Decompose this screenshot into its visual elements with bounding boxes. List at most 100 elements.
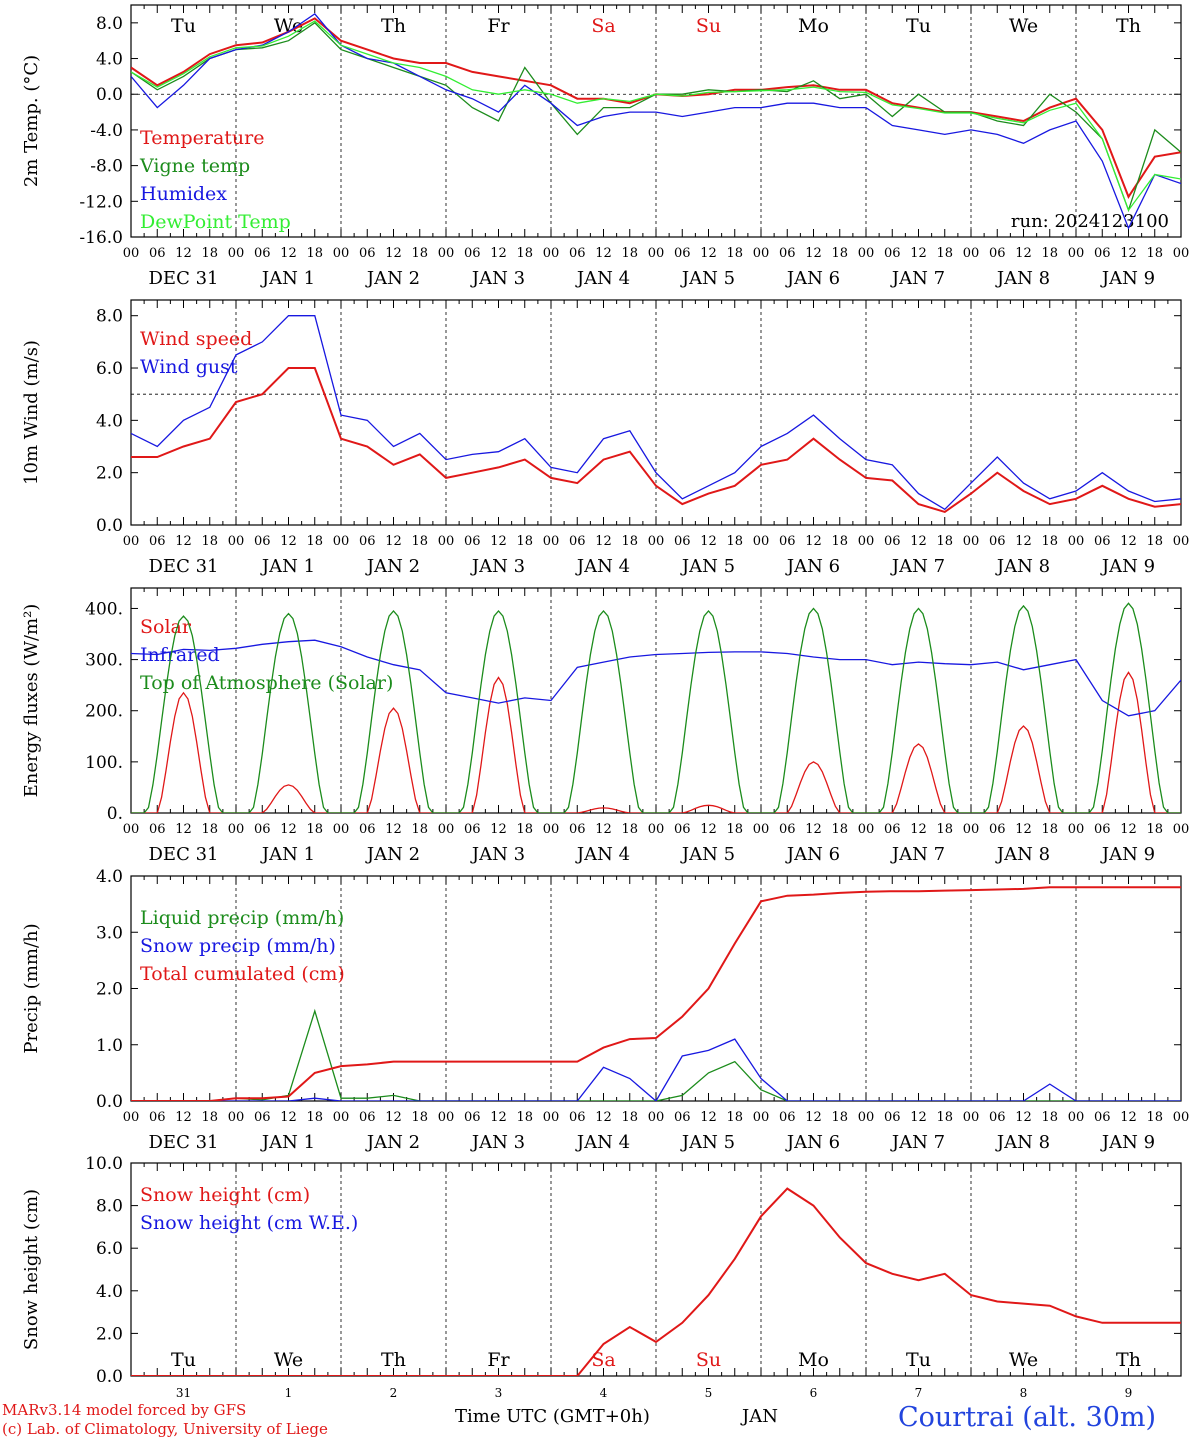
hour-tick-label: 00 (543, 822, 560, 837)
hour-tick-label: 12 (1120, 1110, 1137, 1125)
hour-tick-label: 06 (1094, 534, 1111, 549)
series-line (131, 602, 1181, 813)
y-axis-title: Snow height (cm) (21, 1189, 42, 1350)
date-label: JAN 6 (785, 556, 840, 577)
model-credit: MARv3.14 model forced by GFS (2, 1401, 247, 1419)
series-line (131, 20, 1181, 212)
hour-tick-label: 06 (149, 246, 166, 261)
hour-tick-label: 12 (175, 246, 192, 261)
hour-tick-label: 00 (648, 822, 665, 837)
y-axis-title: Energy fluxes (W/m²) (21, 604, 42, 798)
hour-tick-label: 00 (963, 822, 980, 837)
date-label: JAN 6 (785, 1132, 840, 1153)
hour-tick-label: 18 (831, 1110, 848, 1125)
series-line (131, 367, 1181, 513)
hour-tick-label: 18 (306, 246, 323, 261)
weekday-label: Th (381, 1349, 406, 1371)
hour-tick-label: 00 (648, 534, 665, 549)
hour-tick-label: 18 (936, 246, 953, 261)
legend-entry: Temperature (140, 127, 264, 149)
legend-entry: Top of Atmosphere (Solar) (140, 672, 393, 694)
hour-tick-label: 12 (490, 822, 507, 837)
date-label: JAN 3 (470, 268, 525, 289)
time-axis-label: Time UTC (GMT+0h) (455, 1406, 650, 1427)
hour-tick-label: 06 (884, 1110, 901, 1125)
hour-tick-label: 12 (1120, 534, 1137, 549)
hour-tick-label: 12 (700, 246, 717, 261)
hour-tick-label: 18 (621, 246, 638, 261)
hour-tick-label: 00 (753, 534, 770, 549)
hour-tick-label: 18 (621, 534, 638, 549)
hour-tick-label: 12 (595, 1110, 612, 1125)
weekday-label: Th (1116, 15, 1141, 37)
date-label: JAN 5 (680, 268, 735, 289)
day-number-label: 8 (1020, 1386, 1028, 1400)
hour-tick-label: 06 (254, 534, 271, 549)
hour-tick-label: 06 (674, 822, 691, 837)
hour-tick-label: 18 (726, 822, 743, 837)
date-label: JAN 3 (470, 556, 525, 577)
hour-tick-label: 06 (674, 1110, 691, 1125)
series-line (131, 1187, 1181, 1376)
hour-tick-label: 00 (858, 822, 875, 837)
hour-tick-label: 06 (674, 246, 691, 261)
hour-tick-label: 12 (490, 1110, 507, 1125)
hour-tick-label: 00 (438, 1110, 455, 1125)
date-label: JAN 9 (1100, 1132, 1155, 1153)
hour-tick-label: 18 (201, 246, 218, 261)
hour-tick-label: 00 (438, 534, 455, 549)
hour-tick-label: 12 (1120, 246, 1137, 261)
lab-credit: (c) Lab. of Climatology, University of L… (2, 1420, 328, 1438)
legend-entry: Humidex (140, 183, 227, 205)
hour-tick-label: 00 (438, 246, 455, 261)
hour-tick-label: 06 (569, 534, 586, 549)
hour-tick-label: 06 (989, 534, 1006, 549)
y-tick-label: 4.0 (96, 867, 123, 887)
hour-tick-label: 18 (201, 1110, 218, 1125)
panel-2: 8.0 6.0 4.0 2.0 0.0 10m Wind (m/s) 00 06 12 18 DEC… (21, 299, 1189, 577)
hour-tick-label: 06 (464, 534, 481, 549)
hour-tick-label: 12 (910, 822, 927, 837)
y-tick-label: -4.0 (90, 121, 123, 141)
y-tick-label: 200. (85, 702, 123, 722)
hour-tick-label: 00 (1068, 246, 1085, 261)
y-axis-title: 2m Temp. (°C) (21, 55, 42, 187)
hour-tick-label: 00 (858, 246, 875, 261)
hour-tick-label: 18 (1041, 1110, 1058, 1125)
day-number-label: 31 (176, 1386, 191, 1400)
hour-tick-label: 00 (333, 534, 350, 549)
panel-5: 10.0 8.0 6.0 4.0 2.0 0.0 Snow height (cm) Tu We T… (21, 1154, 1182, 1400)
day-number-label: 7 (915, 1386, 923, 1400)
hour-tick-label: 12 (805, 1110, 822, 1125)
y-tick-label: -16.0 (79, 228, 123, 248)
series-line (131, 315, 1181, 511)
hour-tick-label: 18 (516, 1110, 533, 1125)
series-line (131, 21, 1181, 213)
hour-tick-label: 12 (385, 1110, 402, 1125)
date-label: DEC 31 (149, 1132, 219, 1153)
legend-entry: Solar (140, 616, 192, 638)
hour-tick-label: 00 (753, 1110, 770, 1125)
date-label: JAN 1 (260, 268, 315, 289)
hour-tick-label: 06 (569, 1110, 586, 1125)
y-tick-label: 6.0 (96, 359, 123, 379)
y-axis-title: Precip (mm/h) (21, 923, 42, 1053)
hour-tick-label: 12 (700, 822, 717, 837)
hour-tick-label: 06 (779, 246, 796, 261)
hour-tick-label: 12 (175, 534, 192, 549)
hour-tick-label: 12 (175, 822, 192, 837)
hour-tick-label: 12 (490, 246, 507, 261)
hour-tick-label: 18 (1146, 246, 1163, 261)
hour-tick-label: 00 (123, 534, 140, 549)
y-tick-label: 10.0 (85, 1154, 123, 1174)
hour-tick-label: 00 (858, 1110, 875, 1125)
hour-tick-label: 06 (149, 822, 166, 837)
day-number-label: 6 (810, 1386, 818, 1400)
hour-tick-label: 06 (464, 1110, 481, 1125)
hour-tick-label: 12 (1015, 822, 1032, 837)
hour-tick-label: 00 (228, 1110, 245, 1125)
weekday-label: Tu (171, 1349, 196, 1371)
series-line (131, 886, 1181, 1101)
hour-tick-label: 00 (228, 822, 245, 837)
hour-tick-label: 12 (1015, 534, 1032, 549)
